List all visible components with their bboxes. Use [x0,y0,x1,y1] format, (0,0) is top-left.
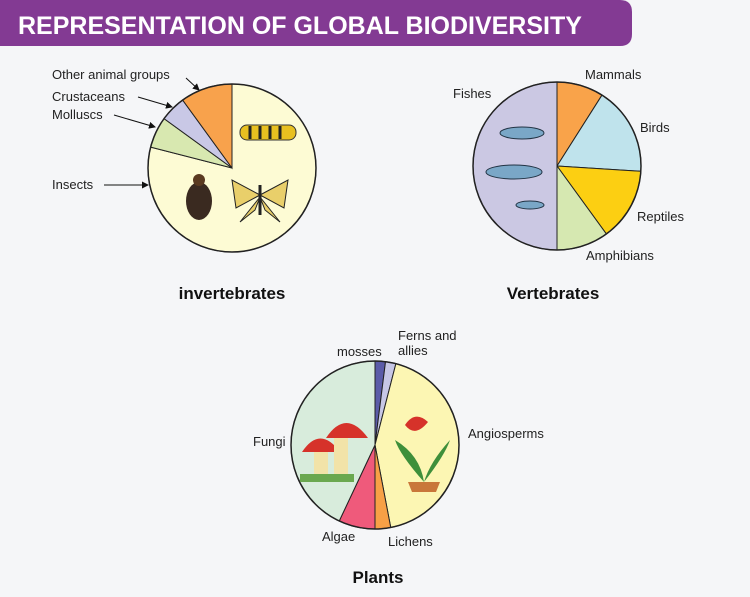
label-arrow [113,114,156,129]
slice-label: Reptiles [637,209,684,224]
slice-label: mosses [337,344,382,359]
slice-label: Molluscs [52,107,103,122]
slice-label: Amphibians [586,248,654,263]
chart-title: Plants [352,568,404,587]
slice-label: Birds [640,120,670,135]
pie-outline [472,81,642,251]
header-banner [0,0,632,46]
slice-label: Ferns and allies [398,328,457,358]
slice-label: Fishes [453,86,492,101]
mushroom-icon [300,423,368,482]
slice-label: Algae [322,529,356,544]
chart-title: invertebrates [178,284,286,303]
label-arrow [137,96,173,109]
page-title: REPRESENTATION OF GLOBAL BIODIVERSITY [18,12,582,40]
slice-label: Angiosperms [468,426,544,441]
butterfly-icon [231,179,289,223]
slice-label: Insects [52,177,94,192]
slice-label: Fungi [253,434,286,449]
flower-icon [395,416,450,492]
slice-label: Other animal groups [52,67,170,82]
slice-label: Mammals [585,67,642,82]
beetle-icon [186,174,212,220]
pie-outline [147,83,317,253]
slice-label: Crustaceans [52,89,125,104]
label-arrow [185,77,200,91]
slice-label: Lichens [388,534,433,549]
caterpillar-icon [239,124,297,141]
pie-outline [290,360,460,530]
fish-icons [485,126,545,210]
chart-title: Vertebrates [506,284,600,303]
